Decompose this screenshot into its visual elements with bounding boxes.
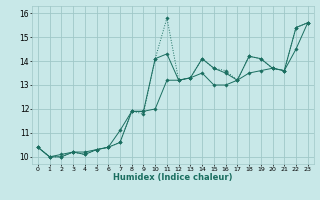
- X-axis label: Humidex (Indice chaleur): Humidex (Indice chaleur): [113, 173, 233, 182]
